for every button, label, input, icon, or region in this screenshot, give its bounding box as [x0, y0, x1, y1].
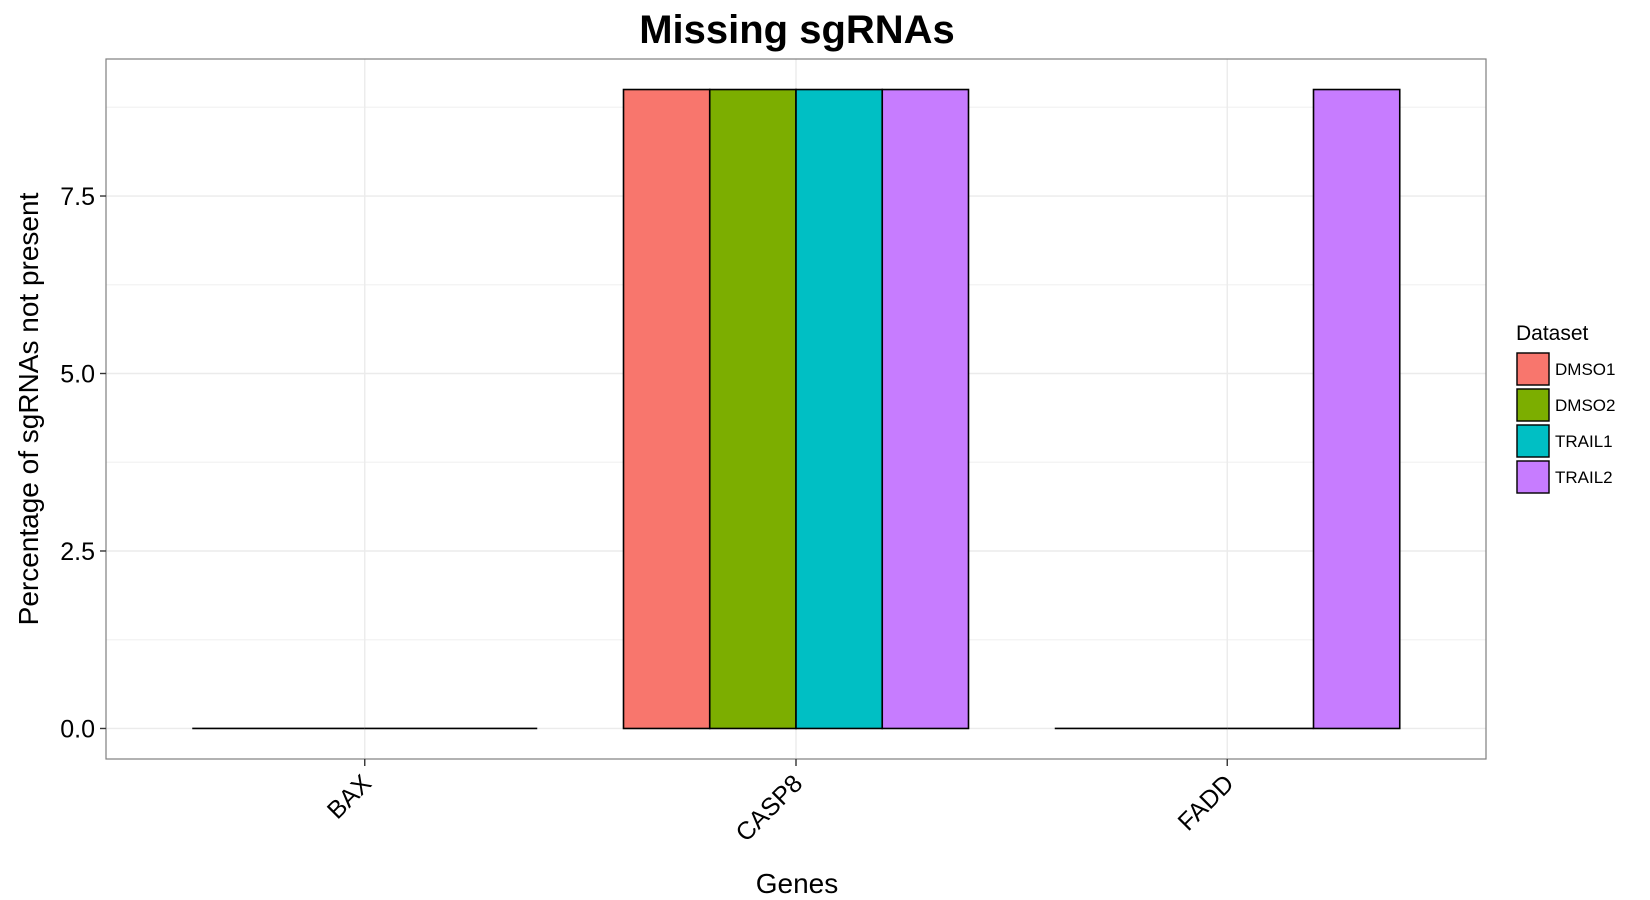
legend-swatch-dmso2 — [1516, 388, 1550, 422]
bar-casp8-trail1 — [795, 88, 884, 730]
legend-swatch-dmso1 — [1516, 352, 1550, 386]
legend-label-dmso1: DMSO1 — [1555, 360, 1615, 379]
chart-title: Missing sgRNAs — [639, 8, 955, 52]
legend-swatch-trail1 — [1516, 424, 1550, 458]
bars — [192, 88, 1401, 730]
y-tick-label: 0.0 — [60, 715, 95, 743]
bar-casp8-dmso2 — [708, 88, 797, 730]
legend-swatch-trail2 — [1516, 460, 1550, 494]
legend-title: Dataset — [1516, 322, 1589, 345]
legend-label-trail2: TRAIL2 — [1555, 468, 1613, 487]
x-axis-title: Genes — [756, 868, 839, 899]
bar-casp8-trail2 — [881, 88, 970, 730]
legend: Dataset DMSO1 DMSO2 TRAIL1 TRAIL2 — [1516, 322, 1615, 494]
y-axis-title: Percentage of sgRNAs not present — [13, 192, 44, 625]
bar-casp8-dmso1 — [622, 88, 711, 730]
x-tick-label-bax: BAX — [322, 769, 377, 824]
y-tick-label: 2.5 — [60, 538, 95, 566]
bar-fadd-trail2 — [1312, 88, 1401, 730]
x-tick-label-casp8: CASP8 — [730, 769, 808, 847]
legend-label-trail1: TRAIL1 — [1555, 432, 1613, 451]
x-tick-label-fadd: FADD — [1173, 769, 1240, 836]
y-tick-label: 5.0 — [60, 361, 95, 389]
legend-label-dmso2: DMSO2 — [1555, 396, 1615, 415]
y-tick-label: 7.5 — [60, 183, 95, 211]
